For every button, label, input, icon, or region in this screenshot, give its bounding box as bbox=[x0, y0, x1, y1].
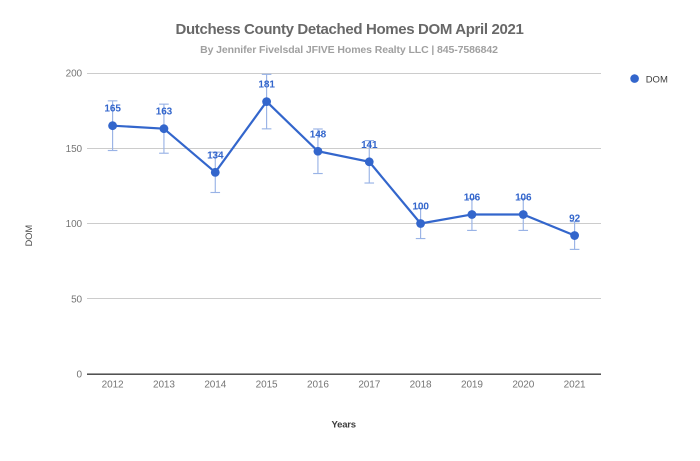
svg-text:106: 106 bbox=[464, 192, 481, 203]
svg-text:2019: 2019 bbox=[461, 380, 483, 391]
svg-text:2012: 2012 bbox=[102, 380, 124, 391]
svg-text:DOM: DOM bbox=[646, 74, 668, 85]
svg-text:92: 92 bbox=[569, 214, 580, 225]
svg-text:165: 165 bbox=[104, 104, 121, 115]
svg-text:2017: 2017 bbox=[358, 380, 380, 391]
svg-text:148: 148 bbox=[310, 129, 327, 140]
svg-text:200: 200 bbox=[66, 69, 83, 80]
svg-text:By Jennifer Fivelsdal JFIVE Ho: By Jennifer Fivelsdal JFIVE Homes Realty… bbox=[200, 44, 498, 56]
svg-text:141: 141 bbox=[361, 140, 378, 151]
svg-text:163: 163 bbox=[156, 107, 173, 118]
svg-text:100: 100 bbox=[412, 202, 429, 213]
svg-text:0: 0 bbox=[77, 370, 83, 381]
svg-text:106: 106 bbox=[515, 192, 532, 203]
svg-text:50: 50 bbox=[71, 294, 82, 305]
svg-text:181: 181 bbox=[258, 80, 275, 91]
svg-text:2018: 2018 bbox=[410, 380, 432, 391]
svg-text:2016: 2016 bbox=[307, 380, 329, 391]
svg-text:150: 150 bbox=[66, 144, 83, 155]
svg-text:2014: 2014 bbox=[204, 380, 226, 391]
svg-text:2021: 2021 bbox=[564, 380, 586, 391]
svg-text:134: 134 bbox=[207, 150, 224, 161]
svg-text:Dutchess County Detached Homes: Dutchess County Detached Homes DOM April… bbox=[176, 21, 524, 38]
svg-text:100: 100 bbox=[66, 219, 83, 230]
svg-text:2013: 2013 bbox=[153, 380, 175, 391]
svg-text:Years: Years bbox=[332, 420, 356, 431]
svg-text:2020: 2020 bbox=[512, 380, 534, 391]
svg-text:DOM: DOM bbox=[24, 225, 34, 246]
svg-text:2015: 2015 bbox=[256, 380, 278, 391]
